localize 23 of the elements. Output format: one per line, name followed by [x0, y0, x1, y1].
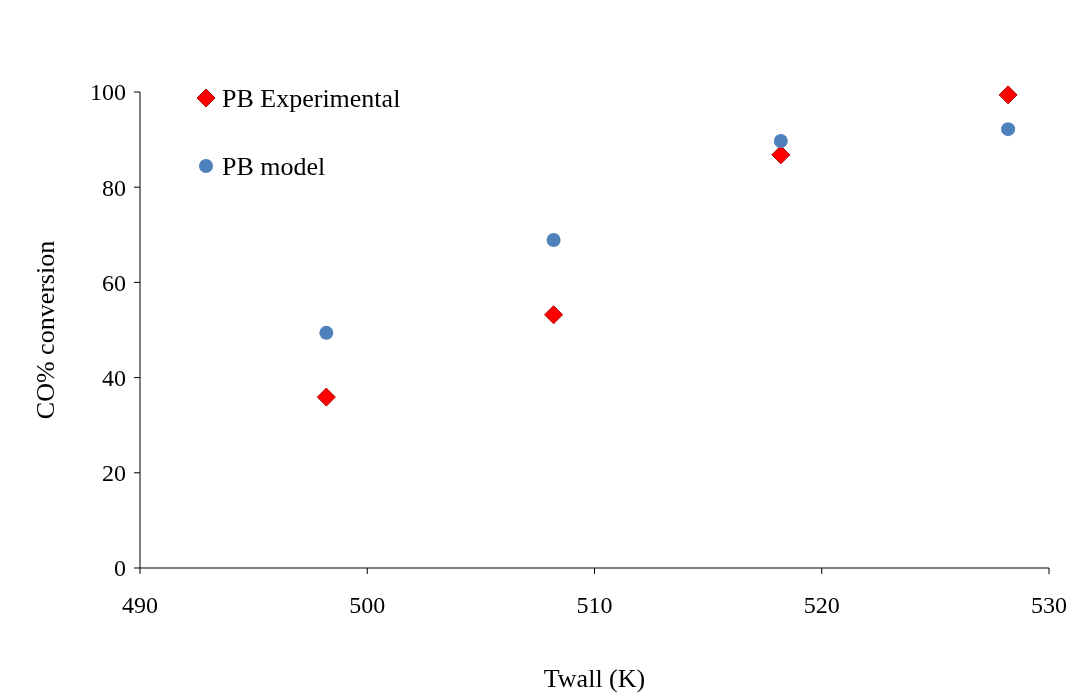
- x-tick-label: 500: [349, 592, 386, 618]
- point: [998, 85, 1018, 105]
- point: [1001, 122, 1016, 137]
- y-tick-label: 80: [102, 174, 126, 201]
- point: [546, 233, 561, 248]
- y-tick-label: 100: [90, 79, 126, 106]
- x-tick-label: 520: [803, 592, 840, 618]
- y-tick-label: 20: [102, 460, 126, 487]
- y-tick-label: 60: [102, 269, 126, 296]
- x-tick-label: 530: [1031, 592, 1067, 618]
- x-tick-label: 490: [122, 592, 158, 618]
- y-tick-label: 0: [114, 555, 126, 582]
- point: [773, 134, 788, 149]
- y-axis-title: CO% conversion: [31, 240, 60, 420]
- point: [319, 325, 334, 340]
- legend-label: PB model: [222, 152, 326, 182]
- point: [544, 305, 564, 325]
- x-axis-title: Twall (K): [543, 664, 646, 693]
- point: [316, 387, 336, 407]
- point: [771, 145, 791, 165]
- x-tick-label: 510: [576, 592, 613, 618]
- legend-label: PB Experimental: [222, 84, 401, 114]
- y-tick-label: 40: [102, 365, 126, 391]
